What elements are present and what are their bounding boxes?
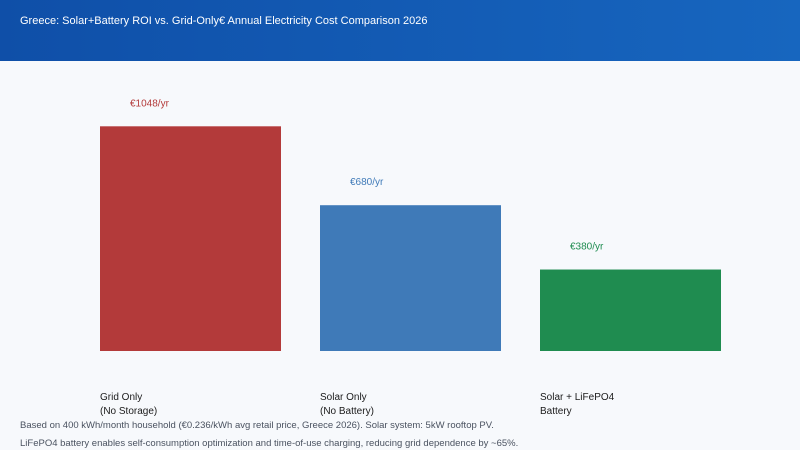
- category-label-2-line-2: (No Battery): [320, 406, 374, 417]
- category-label-3-line-2: Battery: [540, 406, 572, 417]
- category-label-3-line-1: Solar + LiFePO4: [540, 392, 615, 403]
- chart-title: Greece: Solar+Battery ROI vs. Grid-Only€…: [20, 15, 428, 27]
- category-label-1-line-1: Grid Only: [100, 392, 142, 403]
- footnote-battery-note: LiFePO4 battery enables self-consumption…: [20, 438, 519, 449]
- bar-3: [540, 269, 721, 351]
- category-label-1-line-2: (No Storage): [100, 406, 157, 417]
- value-label-2: €680/yr: [350, 177, 384, 188]
- header-bar: Greece: Solar+Battery ROI vs. Grid-Only€…: [0, 0, 800, 61]
- category-label-2-line-1: Solar Only: [320, 392, 367, 403]
- value-label-1: €1048/yr: [130, 98, 170, 109]
- bar-2: [320, 205, 501, 351]
- footnote-assumptions: Based on 400 kWh/month household (€0.236…: [20, 420, 494, 431]
- value-label-3: €380/yr: [570, 242, 604, 253]
- bar-1: [100, 126, 281, 351]
